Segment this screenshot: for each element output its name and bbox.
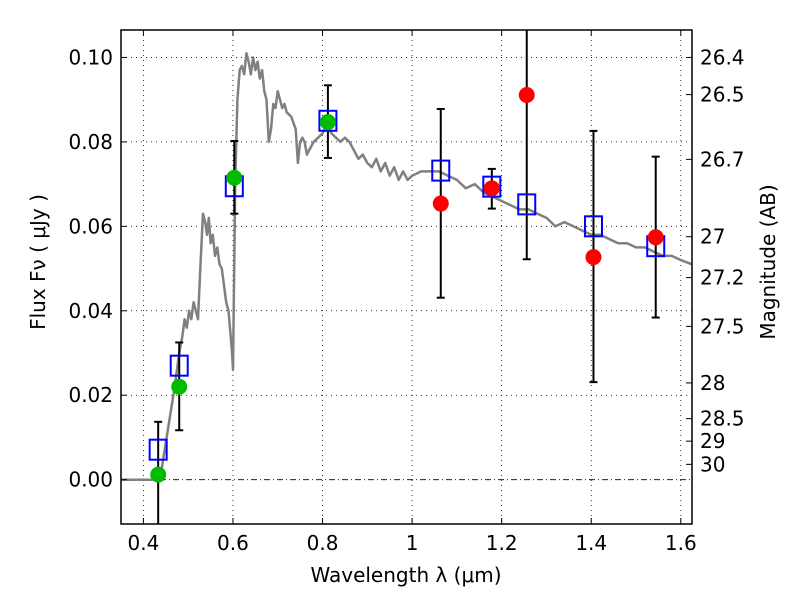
x-tick-label: 1	[406, 531, 419, 555]
observed-point	[518, 87, 535, 104]
y2-tick-label: 26.5	[700, 83, 745, 107]
y2-tick-label: 27	[700, 225, 725, 249]
observed-point	[171, 378, 188, 395]
plot-background	[121, 30, 692, 524]
y-tick-label: 0.10	[68, 45, 113, 69]
y2-tick-label: 27.2	[700, 266, 745, 290]
x-tick-label: 1.4	[575, 531, 607, 555]
observed-point	[647, 229, 664, 246]
observed-point	[483, 180, 500, 197]
y2-tick-label: 29	[700, 429, 725, 453]
y-tick-label: 0.06	[68, 214, 113, 238]
y-tick-label: 0.08	[68, 130, 113, 154]
y2-axis-label: Magnitude (AB)	[756, 184, 780, 339]
y-tick-label: 0.02	[68, 383, 113, 407]
y-tick-label: 0.00	[68, 468, 113, 492]
model-photometry-square	[431, 159, 451, 182]
y-axis-label: Flux Fν ( μJy )	[26, 194, 50, 330]
y-tick-label: 0.04	[68, 299, 113, 323]
y2-tick-label: 28.5	[700, 407, 745, 431]
model-photometry-square	[148, 438, 168, 461]
axis-ticks	[121, 30, 692, 524]
x-tick-label: 1.2	[486, 531, 518, 555]
plot-area	[121, 30, 692, 524]
y2-tick-label: 26.4	[700, 45, 745, 69]
observed-point	[432, 195, 449, 212]
model-photometry-square	[583, 215, 603, 238]
plot-frame	[120, 29, 693, 525]
observed-point	[319, 114, 336, 131]
y2-tick-label: 27.5	[700, 314, 745, 338]
x-axis-label: Wavelength λ (μm)	[310, 563, 501, 587]
y2-tick-label: 28	[700, 371, 725, 395]
x-tick-label: 1.6	[665, 531, 697, 555]
y2-tick-label: 30	[700, 452, 725, 476]
x-tick-label: 0.4	[127, 531, 159, 555]
model-photometry-square	[318, 109, 338, 132]
model-photometry-square	[169, 354, 189, 377]
x-tick-label: 0.8	[307, 531, 339, 555]
observed-point	[585, 249, 602, 266]
model-sed-line	[121, 51, 692, 481]
model-photometry-square	[517, 193, 537, 216]
grid	[121, 30, 692, 524]
model-photometry-square	[482, 175, 502, 198]
y2-tick-label: 26.7	[700, 147, 745, 171]
observed-point	[226, 169, 243, 186]
x-tick-label: 0.6	[217, 531, 249, 555]
observed-point	[150, 466, 167, 483]
